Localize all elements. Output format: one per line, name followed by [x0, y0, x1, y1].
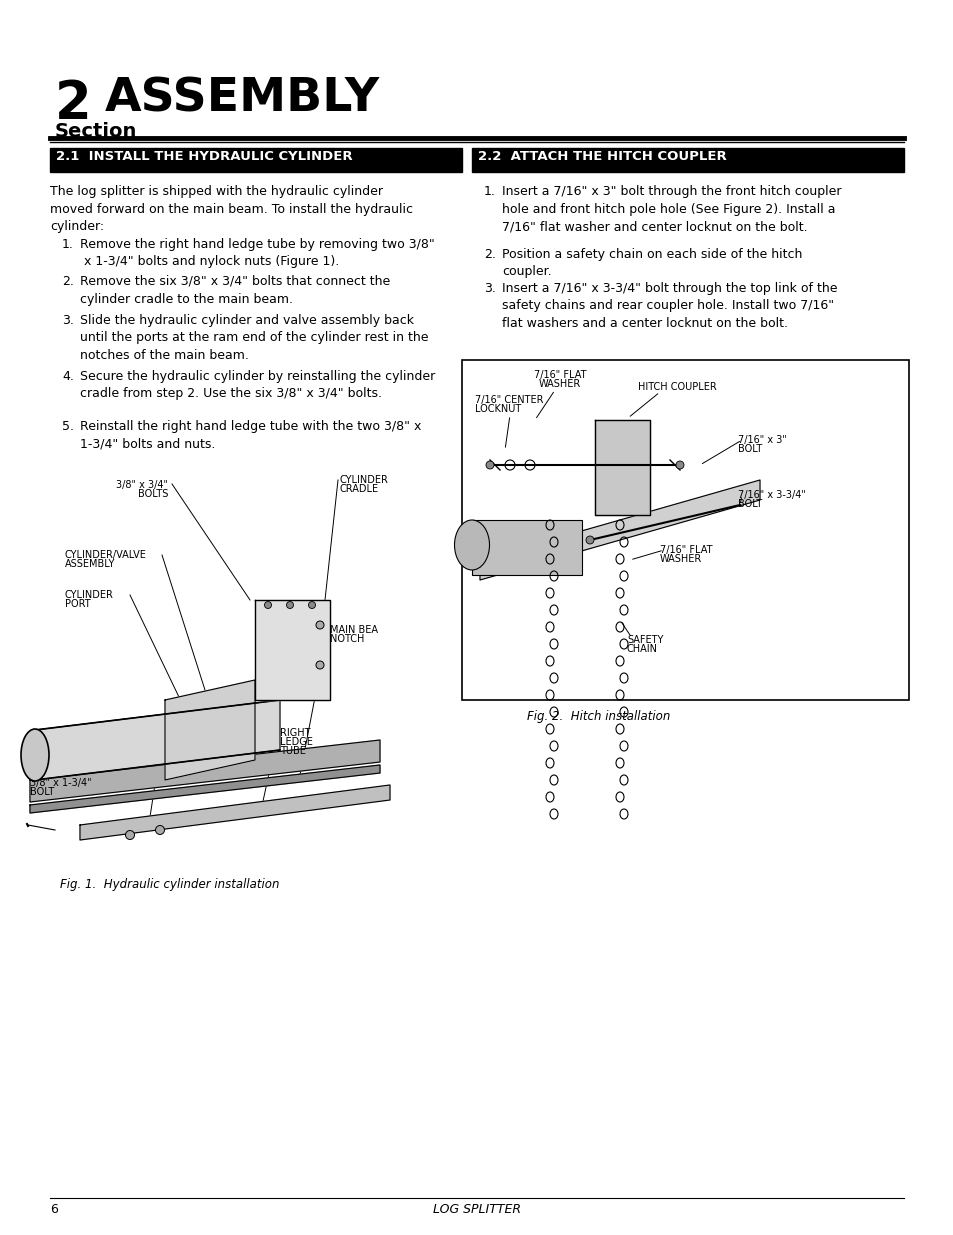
Text: NYLOCK: NYLOCK [165, 737, 204, 747]
Polygon shape [30, 764, 379, 813]
Ellipse shape [155, 825, 164, 835]
Text: 7/16" CENTER: 7/16" CENTER [475, 395, 543, 405]
Ellipse shape [315, 621, 324, 629]
Text: BOLT: BOLT [738, 445, 761, 454]
Text: ASSEMBLY: ASSEMBLY [105, 77, 379, 121]
Text: CRADLE: CRADLE [339, 484, 378, 494]
Polygon shape [80, 785, 390, 840]
Ellipse shape [485, 461, 494, 469]
Text: NUT: NUT [165, 746, 185, 756]
Text: 3.: 3. [62, 314, 73, 327]
Text: WASHER: WASHER [659, 555, 701, 564]
Text: Remove the right hand ledge tube by removing two 3/8"
 x 1-3/4" bolts and nylock: Remove the right hand ledge tube by remo… [80, 238, 435, 268]
Text: 1.: 1. [483, 185, 496, 198]
Bar [50, 148, 461, 172]
Text: Slide the hydraulic cylinder and valve assembly back
until the ports at the ram : Slide the hydraulic cylinder and valve a… [80, 314, 428, 362]
Ellipse shape [585, 536, 594, 543]
Text: 6: 6 [50, 1203, 58, 1216]
Text: 2: 2 [55, 78, 91, 130]
Text: 5.: 5. [62, 420, 74, 433]
Text: LOCKNUT: LOCKNUT [475, 404, 520, 414]
Text: PORT: PORT [65, 599, 91, 609]
Bar [461, 359, 908, 700]
Text: 2.2  ATTACH THE HITCH COUPLER: 2.2 ATTACH THE HITCH COUPLER [477, 149, 726, 163]
Text: HITCH COUPLER: HITCH COUPLER [638, 382, 716, 391]
Text: Section: Section [55, 122, 137, 141]
Text: Insert a 7/16" x 3" bolt through the front hitch coupler
hole and front hitch po: Insert a 7/16" x 3" bolt through the fro… [501, 185, 841, 233]
Text: Position a safety chain on each side of the hitch
coupler.: Position a safety chain on each side of … [501, 248, 801, 279]
Text: 3.: 3. [483, 282, 496, 295]
Text: NOTCH: NOTCH [330, 634, 364, 643]
Text: 4.: 4. [62, 370, 73, 383]
Ellipse shape [286, 601, 294, 609]
Text: ASSEMBLY: ASSEMBLY [65, 559, 115, 569]
Ellipse shape [264, 601, 272, 609]
Polygon shape [30, 740, 379, 802]
Ellipse shape [126, 830, 134, 840]
Polygon shape [479, 480, 760, 580]
Text: 2.: 2. [62, 275, 73, 288]
Text: 7/16" FLAT: 7/16" FLAT [533, 370, 586, 380]
Text: Fig. 2.  Hitch installation: Fig. 2. Hitch installation [526, 710, 670, 722]
Ellipse shape [454, 520, 489, 571]
Text: CYLINDER: CYLINDER [339, 475, 389, 485]
Text: BOLTS: BOLTS [137, 489, 168, 499]
Text: 7/16" x 3": 7/16" x 3" [738, 435, 786, 445]
Text: BOLT: BOLT [738, 499, 761, 509]
Polygon shape [165, 680, 254, 781]
Text: 7/16" x 3-3/4": 7/16" x 3-3/4" [738, 490, 805, 500]
Text: Remove the six 3/8" x 3/4" bolts that connect the
cylinder cradle to the main be: Remove the six 3/8" x 3/4" bolts that co… [80, 275, 390, 305]
Text: 3/8": 3/8" [165, 727, 185, 739]
Text: 1.: 1. [62, 238, 73, 251]
Text: WASHER: WASHER [538, 379, 580, 389]
Bar [472, 148, 903, 172]
Text: CYLINDER: CYLINDER [65, 590, 113, 600]
Text: BOLT: BOLT [30, 787, 54, 797]
Text: LEDGE: LEDGE [280, 737, 313, 747]
Ellipse shape [676, 461, 683, 469]
Text: TUBE: TUBE [280, 746, 306, 756]
Text: SAFETY: SAFETY [626, 635, 662, 645]
Text: Fig. 1.  Hydraulic cylinder installation: Fig. 1. Hydraulic cylinder installation [60, 878, 279, 890]
Text: 3/8" x 1-3/4": 3/8" x 1-3/4" [30, 778, 91, 788]
Text: CHAIN: CHAIN [626, 643, 658, 655]
Text: Reinstall the right hand ledge tube with the two 3/8" x
1-3/4" bolts and nuts.: Reinstall the right hand ledge tube with… [80, 420, 421, 451]
Text: Secure the hydraulic cylinder by reinstalling the cylinder
cradle from step 2. U: Secure the hydraulic cylinder by reinsta… [80, 370, 435, 400]
Text: CYLINDER/VALVE: CYLINDER/VALVE [65, 550, 147, 559]
Ellipse shape [315, 661, 324, 669]
Polygon shape [35, 700, 280, 781]
Polygon shape [254, 600, 330, 700]
Text: 7/16" FLAT: 7/16" FLAT [659, 545, 712, 555]
Ellipse shape [21, 729, 49, 781]
Text: 2.1  INSTALL THE HYDRAULIC CYLINDER: 2.1 INSTALL THE HYDRAULIC CYLINDER [56, 149, 353, 163]
Text: MAIN BEA: MAIN BEA [330, 625, 377, 635]
Text: LOG SPLITTER: LOG SPLITTER [433, 1203, 520, 1216]
Text: RIGHT: RIGHT [280, 727, 310, 739]
Text: Insert a 7/16" x 3-3/4" bolt through the top link of the
safety chains and rear : Insert a 7/16" x 3-3/4" bolt through the… [501, 282, 837, 330]
Text: The log splitter is shipped with the hydraulic cylinder
moved forward on the mai: The log splitter is shipped with the hyd… [50, 185, 413, 233]
Bar [472, 520, 581, 576]
Polygon shape [595, 420, 649, 515]
Ellipse shape [308, 601, 315, 609]
Text: 3/8" x 3/4": 3/8" x 3/4" [116, 480, 168, 490]
Text: 2.: 2. [483, 248, 496, 261]
